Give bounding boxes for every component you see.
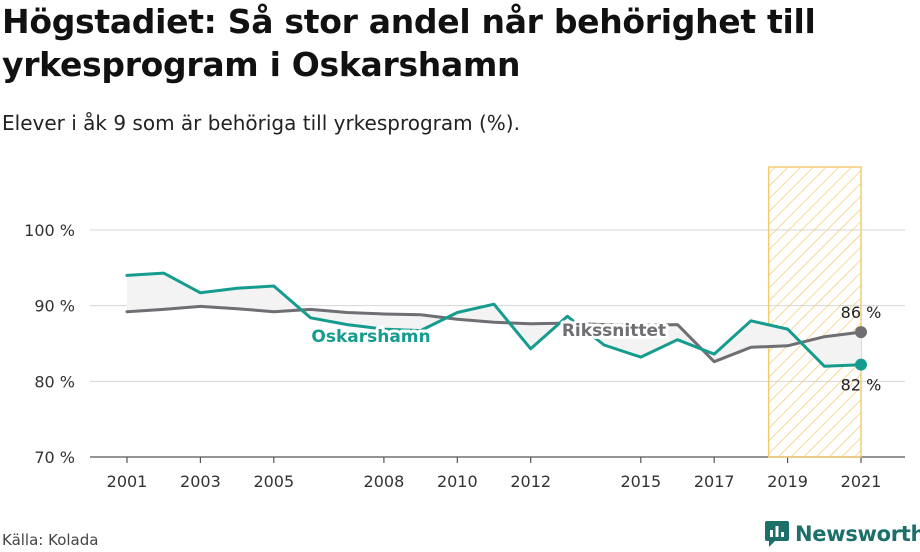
end-label-rikssnittet: 86 % (841, 303, 882, 322)
band-layer (127, 273, 861, 367)
series-line-oskarshamn (125, 271, 863, 368)
x-tick-label: 2021 (841, 472, 882, 491)
difference-band (127, 273, 861, 367)
source-note: Källa: Kolada (2, 531, 99, 549)
newsworthy-logo-icon (765, 521, 789, 547)
brand-logo: Newsworthy (765, 519, 920, 549)
chart-subtitle: Elever i åk 9 som är behöriga till yrkes… (2, 111, 520, 135)
series-label-oskarshamn: Oskarshamn (311, 327, 430, 347)
y-tick-label: 100 % (24, 221, 75, 240)
series-label-rikssnittet: Rikssnittet (562, 321, 666, 341)
series-line-rikssnittet (125, 304, 863, 364)
x-tick-label: 2012 (510, 472, 551, 491)
chart-title: Högstadiet: Så stor andel når behörighet… (2, 2, 816, 84)
x-tick-label: 2019 (767, 472, 808, 491)
x-tick-label: 2003 (180, 472, 221, 491)
y-tick-label: 80 % (34, 372, 75, 391)
brand-name: Newsworthy (795, 522, 920, 546)
end-label-oskarshamn: 82 % (841, 376, 882, 395)
x-tick-label: 2008 (364, 472, 405, 491)
label-layer: 82 % 86 % Oskarshamn Rikssnittet (308, 303, 882, 395)
endpoint-rikssnittet (855, 326, 867, 339)
x-tick-label: 2010 (437, 472, 478, 491)
y-tick-label: 70 % (34, 448, 75, 467)
highlight-region (767, 166, 862, 458)
endpoint-oskarshamn (855, 358, 867, 371)
y-tick-label: 90 % (34, 297, 75, 316)
x-tick-label: 2015 (620, 472, 661, 491)
x-tick-label: 2017 (694, 472, 735, 491)
highlight-layer (767, 166, 862, 458)
x-tick-label: 2005 (253, 472, 294, 491)
x-tick-label: 2001 (107, 472, 148, 491)
series-layer (125, 271, 867, 371)
